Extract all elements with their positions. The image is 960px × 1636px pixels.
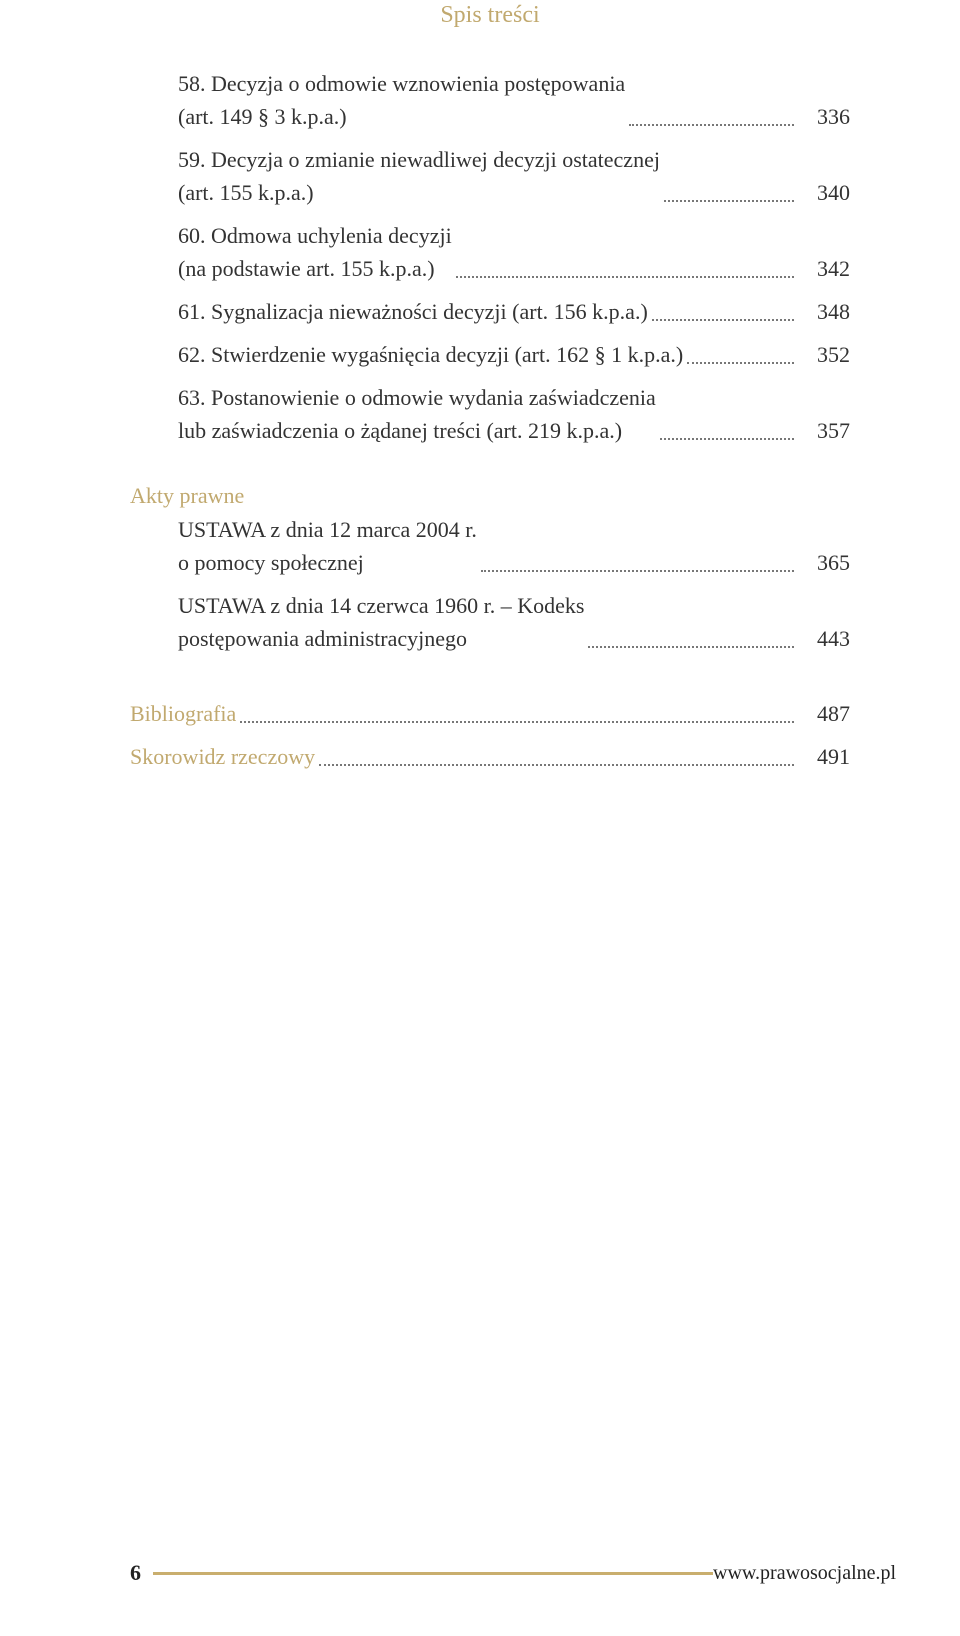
toc-entry-line: o pomocy społecznej — [178, 546, 477, 579]
toc-entry-text: USTAWA z dnia 12 marca 2004 r.o pomocy s… — [178, 513, 477, 579]
toc-leader-dots — [240, 721, 794, 723]
toc-entry-line: 58. Decyzja o odmowie wznowienia postępo… — [178, 67, 625, 100]
toc-entry-page: 357 — [800, 414, 850, 447]
toc-entry: 60. Odmowa uchylenia decyzji(na podstawi… — [130, 219, 850, 285]
header-title: Spis treści — [130, 2, 850, 29]
acts-section: Akty prawne USTAWA z dnia 12 marca 2004 … — [130, 483, 850, 665]
toc-leader-dots — [660, 438, 794, 440]
toc-entry-text: Skorowidz rzeczowy — [130, 740, 315, 773]
toc-entry-page: 340 — [800, 176, 850, 209]
toc-entry-text: Bibliografia — [130, 697, 236, 730]
toc-leader-dots — [664, 200, 794, 202]
toc-leader-dots — [652, 319, 794, 321]
toc-entry-text: 58. Decyzja o odmowie wznowienia postępo… — [178, 67, 625, 133]
footer-rule — [153, 1572, 713, 1575]
toc-entry-page: 348 — [800, 295, 850, 328]
toc-entry-page: 365 — [800, 546, 850, 579]
toc-entry-text: 63. Postanowienie o odmowie wydania zaśw… — [178, 381, 656, 447]
toc-entry-line: 61. Sygnalizacja nieważności decyzji (ar… — [178, 295, 648, 328]
toc-entry-text: 60. Odmowa uchylenia decyzji(na podstawi… — [178, 219, 452, 285]
acts-label: Akty prawne — [130, 483, 850, 509]
acts-list: USTAWA z dnia 12 marca 2004 r.o pomocy s… — [130, 513, 850, 655]
toc-leader-dots — [588, 646, 794, 648]
toc-entry-line: Bibliografia — [130, 697, 236, 730]
toc-entry-text: 62. Stwierdzenie wygaśnięcia decyzji (ar… — [178, 338, 683, 371]
toc-leader-dots — [629, 124, 794, 126]
toc-entry: 62. Stwierdzenie wygaśnięcia decyzji (ar… — [130, 338, 850, 371]
toc-entry-line: postępowania administracyjnego — [178, 622, 584, 655]
toc-entry: Skorowidz rzeczowy 491 — [130, 740, 850, 773]
toc-entry-page: 352 — [800, 338, 850, 371]
toc-entry: USTAWA z dnia 14 czerwca 1960 r. – Kodek… — [130, 589, 850, 655]
footer-url: www.prawosocjalne.pl — [713, 1562, 896, 1585]
toc-entry-line: 62. Stwierdzenie wygaśnięcia decyzji (ar… — [178, 338, 683, 371]
toc-entry-line: 60. Odmowa uchylenia decyzji — [178, 219, 452, 252]
toc-entry-text: 59. Decyzja o zmianie niewadliwej decyzj… — [178, 143, 660, 209]
toc-entry-text: USTAWA z dnia 14 czerwca 1960 r. – Kodek… — [178, 589, 584, 655]
toc-entry: 59. Decyzja o zmianie niewadliwej decyzj… — [130, 143, 850, 209]
toc-entry-line: (na podstawie art. 155 k.p.a.) — [178, 252, 452, 285]
footer: 6 www.prawosocjalne.pl — [130, 1520, 850, 1636]
footer-left: 6 — [130, 1560, 153, 1586]
toc-entry-text: 61. Sygnalizacja nieważności decyzji (ar… — [178, 295, 648, 328]
tail-list: Bibliografia 487 Skorowidz rzeczowy 491 — [130, 697, 850, 783]
toc-entry-page: 487 — [800, 697, 850, 730]
toc-leader-dots — [319, 764, 794, 766]
toc-entry-line: (art. 149 § 3 k.p.a.) — [178, 100, 625, 133]
toc-entry-page: 336 — [800, 100, 850, 133]
toc-entry-line: 63. Postanowienie o odmowie wydania zaśw… — [178, 381, 656, 414]
toc-entry-page: 443 — [800, 622, 850, 655]
toc-entry-page: 342 — [800, 252, 850, 285]
toc-entry-line: lub zaświadczenia o żądanej treści (art.… — [178, 414, 656, 447]
toc-entry: 63. Postanowienie o odmowie wydania zaśw… — [130, 381, 850, 447]
toc-entry-line: USTAWA z dnia 14 czerwca 1960 r. – Kodek… — [178, 589, 584, 622]
toc-list: 58. Decyzja o odmowie wznowienia postępo… — [130, 67, 850, 457]
page-number: 6 — [130, 1560, 141, 1586]
toc-entry-page: 491 — [800, 740, 850, 773]
toc-entry-line: (art. 155 k.p.a.) — [178, 176, 660, 209]
toc-entry: 61. Sygnalizacja nieważności decyzji (ar… — [130, 295, 850, 328]
toc-entry-line: USTAWA z dnia 12 marca 2004 r. — [178, 513, 477, 546]
toc-entry-line: Skorowidz rzeczowy — [130, 740, 315, 773]
toc-entry: 58. Decyzja o odmowie wznowienia postępo… — [130, 67, 850, 133]
toc-leader-dots — [456, 276, 794, 278]
toc-entry: USTAWA z dnia 12 marca 2004 r.o pomocy s… — [130, 513, 850, 579]
toc-leader-dots — [481, 570, 794, 572]
toc-leader-dots — [687, 362, 794, 364]
toc-entry-line: 59. Decyzja o zmianie niewadliwej decyzj… — [178, 143, 660, 176]
toc-entry: Bibliografia 487 — [130, 697, 850, 730]
